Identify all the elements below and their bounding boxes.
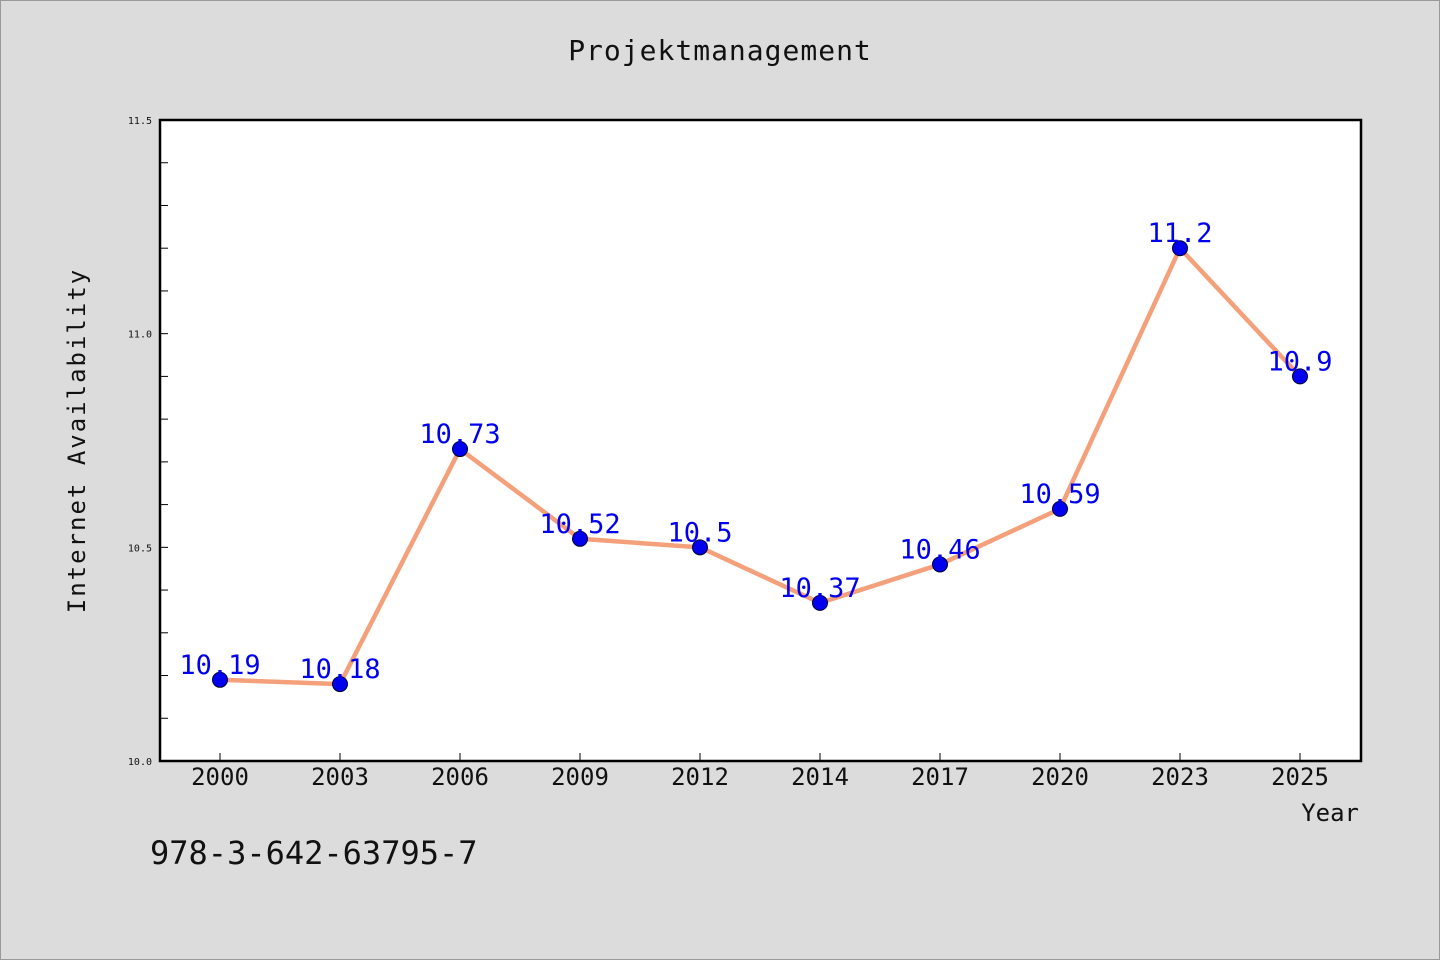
data-point: [692, 539, 708, 556]
y-tick-label: 11.5: [128, 116, 152, 127]
data-point: [212, 671, 228, 688]
x-tick-label: 2014: [791, 763, 849, 791]
x-tick-label: 2009: [551, 763, 609, 791]
y-tick-label: 11.0: [128, 330, 152, 341]
plot-area: [158, 118, 1363, 763]
chart-title: Projektmanagement: [568, 34, 872, 67]
x-tick-label: 2017: [911, 763, 969, 791]
data-label: 10.9: [1267, 346, 1332, 377]
data-label: 10.5: [667, 517, 732, 548]
y-axis-label: Internet Availability: [63, 268, 91, 613]
data-label: 11.2: [1147, 218, 1212, 249]
data-label: 10.52: [539, 509, 620, 540]
data-point: [452, 441, 468, 458]
x-tick-label: 2025: [1271, 763, 1329, 791]
data-point: [332, 676, 348, 693]
data-point: [572, 530, 588, 547]
data-point: [1052, 500, 1068, 517]
series-line: [217, 245, 1303, 687]
data-point: [1292, 368, 1308, 385]
x-tick-label: 2020: [1031, 763, 1089, 791]
data-point: [812, 594, 828, 611]
isbn-footnote: 978-3-642-63795-7: [150, 834, 478, 872]
y-tick-label: 10.0: [128, 757, 152, 768]
data-label: 10.18: [299, 654, 380, 685]
x-tick-label: 2012: [671, 763, 729, 791]
x-axis-label: Year: [1301, 799, 1359, 827]
x-tick-label: 2006: [431, 763, 489, 791]
x-tick-label: 2000: [191, 763, 249, 791]
data-point: [932, 556, 948, 573]
data-label: 10.73: [419, 419, 500, 450]
data-label: 10.46: [899, 534, 980, 565]
x-tick-label: 2003: [311, 763, 369, 791]
data-label: 10.19: [179, 650, 260, 681]
data-label: 10.59: [1019, 479, 1100, 510]
data-label: 10.37: [779, 573, 860, 604]
x-tick-label: 2023: [1151, 763, 1209, 791]
data-point: [1172, 240, 1188, 257]
y-tick-label: 10.5: [128, 543, 152, 554]
